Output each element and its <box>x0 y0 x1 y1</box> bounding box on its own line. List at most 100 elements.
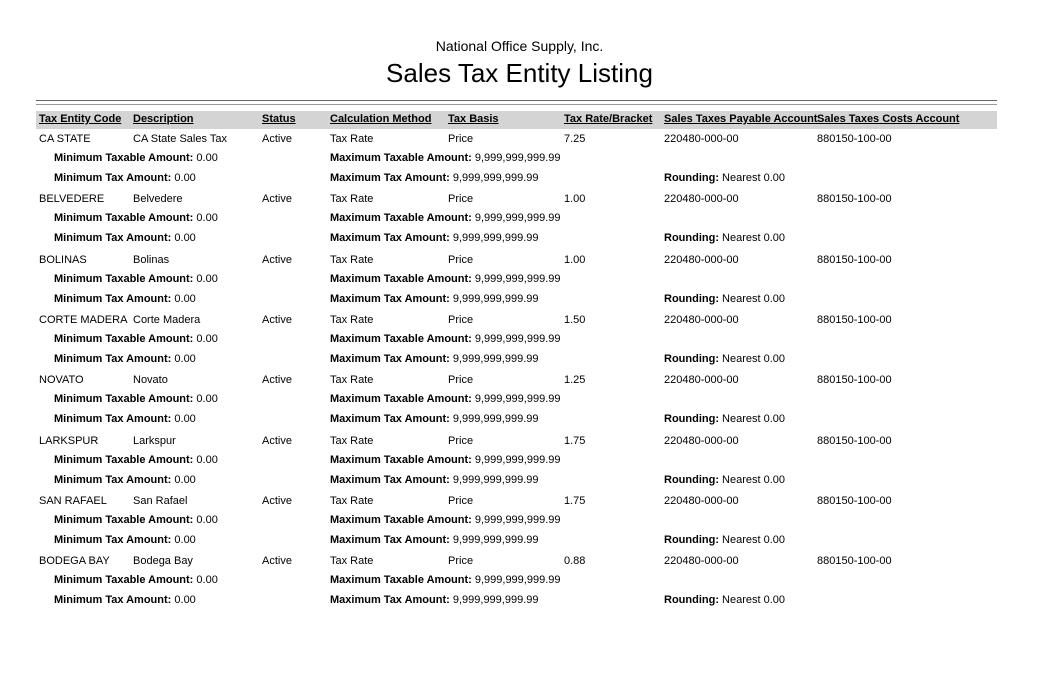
min-tax-amount-value: 0.00 <box>174 232 196 245</box>
max-tax-amount: Maximum Tax Amount: 9,999,999,999.99 <box>330 353 539 365</box>
entity-basis: Price <box>448 314 473 326</box>
rounding: Rounding: Nearest 0.00 <box>664 172 785 184</box>
entity-payable-value: 220480-000-00 <box>664 313 739 326</box>
entity-record: BODEGA BAY Bodega Bay Active Tax Rate Price 0… <box>0 555 1039 615</box>
max-tax-amount: Maximum Tax Amount: 9,999,999,999.99 <box>330 232 539 244</box>
min-tax-amount-value: 0.00 <box>174 594 196 607</box>
min-tax-amount: Minimum Tax Amount: 0.00 <box>54 232 196 244</box>
min-tax-amount-label: Minimum Tax Amount: <box>54 594 172 607</box>
max-taxable-amount-value: 9,999,999,999.99 <box>474 393 561 406</box>
max-tax-amount: Maximum Tax Amount: 9,999,999,999.99 <box>330 172 539 184</box>
report-title: Sales Tax Entity Listing <box>386 58 653 88</box>
min-tax-amount-label: Minimum Tax Amount: <box>54 352 172 365</box>
entity-method-value: Tax Rate <box>330 434 374 447</box>
entity-code: SAN RAFAEL <box>39 495 107 507</box>
rounding-label: Rounding: <box>664 473 719 486</box>
min-taxable-amount-value: 0.00 <box>196 332 218 345</box>
entity-rate-value: 1.75 <box>564 494 586 507</box>
entity-method: Tax Rate <box>330 555 373 567</box>
column-header-description: Description <box>133 113 194 125</box>
entity-description-value: CA State Sales Tax <box>133 133 227 145</box>
entity-costs-value: 880150-100-00 <box>817 313 892 326</box>
max-tax-amount-value: 9,999,999,999.99 <box>452 594 539 607</box>
entity-method: Tax Rate <box>330 495 373 507</box>
entity-payable-value: 220480-000-00 <box>664 434 739 447</box>
entity-costs: 880150-100-00 <box>817 193 892 205</box>
entity-payable: 220480-000-00 <box>664 254 739 266</box>
entity-description: Bodega Bay <box>133 555 193 567</box>
max-tax-amount: Maximum Tax Amount: 9,999,999,999.99 <box>330 293 539 305</box>
max-tax-amount-label: Maximum Tax Amount: <box>330 352 450 365</box>
min-tax-amount-value: 0.00 <box>174 172 196 184</box>
entity-basis-value: Price <box>448 253 474 266</box>
entity-basis: Price <box>448 133 473 145</box>
entity-code-value: NOVATO <box>39 374 84 387</box>
rounding-label: Rounding: <box>664 594 719 607</box>
entity-rate: 1.00 <box>564 193 585 205</box>
entity-description-value: Corte Madera <box>133 313 201 326</box>
min-tax-amount: Minimum Tax Amount: 0.00 <box>54 293 196 305</box>
entity-description-value: Larkspur <box>133 434 176 447</box>
max-taxable-amount: Maximum Taxable Amount: 9,999,999,999.99 <box>330 514 561 526</box>
entity-basis: Price <box>448 374 473 386</box>
entity-code-value: BOLINAS <box>39 253 87 266</box>
max-taxable-amount-value: 9,999,999,999.99 <box>474 272 561 285</box>
rounding-label: Rounding: <box>664 232 719 245</box>
min-tax-amount: Minimum Tax Amount: 0.00 <box>54 353 196 365</box>
entity-record: BOLINAS Bolinas Active Tax Rate Price 1.00 220… <box>0 254 1039 314</box>
rounding-value: Nearest 0.00 <box>722 594 786 607</box>
entity-payable: 220480-000-00 <box>664 314 739 326</box>
max-taxable-amount-label: Maximum Taxable Amount: <box>330 574 472 587</box>
entity-description: Larkspur <box>133 435 176 447</box>
divider <box>36 104 997 105</box>
rounding-label: Rounding: <box>664 172 719 184</box>
min-taxable-amount: Minimum Taxable Amount: 0.00 <box>54 514 218 526</box>
max-taxable-amount-value: 9,999,999,999.99 <box>474 453 561 466</box>
rounding: Rounding: Nearest 0.00 <box>664 594 785 606</box>
entity-status-value: Active <box>262 374 292 387</box>
entity-costs-value: 880150-100-00 <box>817 374 892 387</box>
max-tax-amount-value: 9,999,999,999.99 <box>452 413 539 426</box>
entity-method-value: Tax Rate <box>330 494 374 507</box>
max-taxable-amount: Maximum Taxable Amount: 9,999,999,999.99 <box>330 454 561 466</box>
entity-method: Tax Rate <box>330 133 373 145</box>
entity-code: BODEGA BAY <box>39 555 110 567</box>
entity-rate: 1.50 <box>564 314 585 326</box>
entity-record: NOVATO Novato Active Tax Rate Price 1.25 22048… <box>0 374 1039 434</box>
entity-method-value: Tax Rate <box>330 253 374 266</box>
rounding: Rounding: Nearest 0.00 <box>664 353 785 365</box>
entity-description: Corte Madera <box>133 314 200 326</box>
entity-record: CA STATE CA State Sales Tax Active Tax Rate… <box>0 133 1039 193</box>
entity-description-value: San Rafael <box>133 494 188 507</box>
max-taxable-amount-label: Maximum Taxable Amount: <box>330 212 472 225</box>
min-taxable-amount-label: Minimum Taxable Amount: <box>54 453 194 466</box>
entity-costs: 880150-100-00 <box>817 254 892 266</box>
max-tax-amount: Maximum Tax Amount: 9,999,999,999.99 <box>330 534 539 546</box>
entity-rate: 1.75 <box>564 495 585 507</box>
entity-code-value: BELVEDERE <box>39 193 105 206</box>
min-tax-amount-value: 0.00 <box>174 292 196 305</box>
entity-basis: Price <box>448 435 473 447</box>
rounding-value: Nearest 0.00 <box>722 413 786 426</box>
rounding-label: Rounding: <box>664 352 719 365</box>
max-tax-amount: Maximum Tax Amount: 9,999,999,999.99 <box>330 474 539 486</box>
max-tax-amount-value: 9,999,999,999.99 <box>452 172 539 184</box>
min-tax-amount-label: Minimum Tax Amount: <box>54 292 172 305</box>
entity-status: Active <box>262 254 292 266</box>
max-tax-amount: Maximum Tax Amount: 9,999,999,999.99 <box>330 413 539 425</box>
min-tax-amount-value: 0.00 <box>174 413 196 426</box>
entity-method-value: Tax Rate <box>330 193 374 206</box>
entity-basis-value: Price <box>448 494 474 507</box>
entity-method-value: Tax Rate <box>330 555 374 568</box>
entity-method: Tax Rate <box>330 374 373 386</box>
entity-basis-value: Price <box>448 133 474 145</box>
column-header-basis: Tax Basis <box>448 113 499 125</box>
max-tax-amount: Maximum Tax Amount: 9,999,999,999.99 <box>330 594 539 606</box>
entity-rate-value: 1.50 <box>564 313 586 326</box>
entity-status-value: Active <box>262 193 292 206</box>
entity-costs: 880150-100-00 <box>817 435 892 447</box>
min-tax-amount: Minimum Tax Amount: 0.00 <box>54 594 196 606</box>
min-tax-amount-label: Minimum Tax Amount: <box>54 413 172 426</box>
rounding-label: Rounding: <box>664 292 719 305</box>
entity-description: Novato <box>133 374 168 386</box>
